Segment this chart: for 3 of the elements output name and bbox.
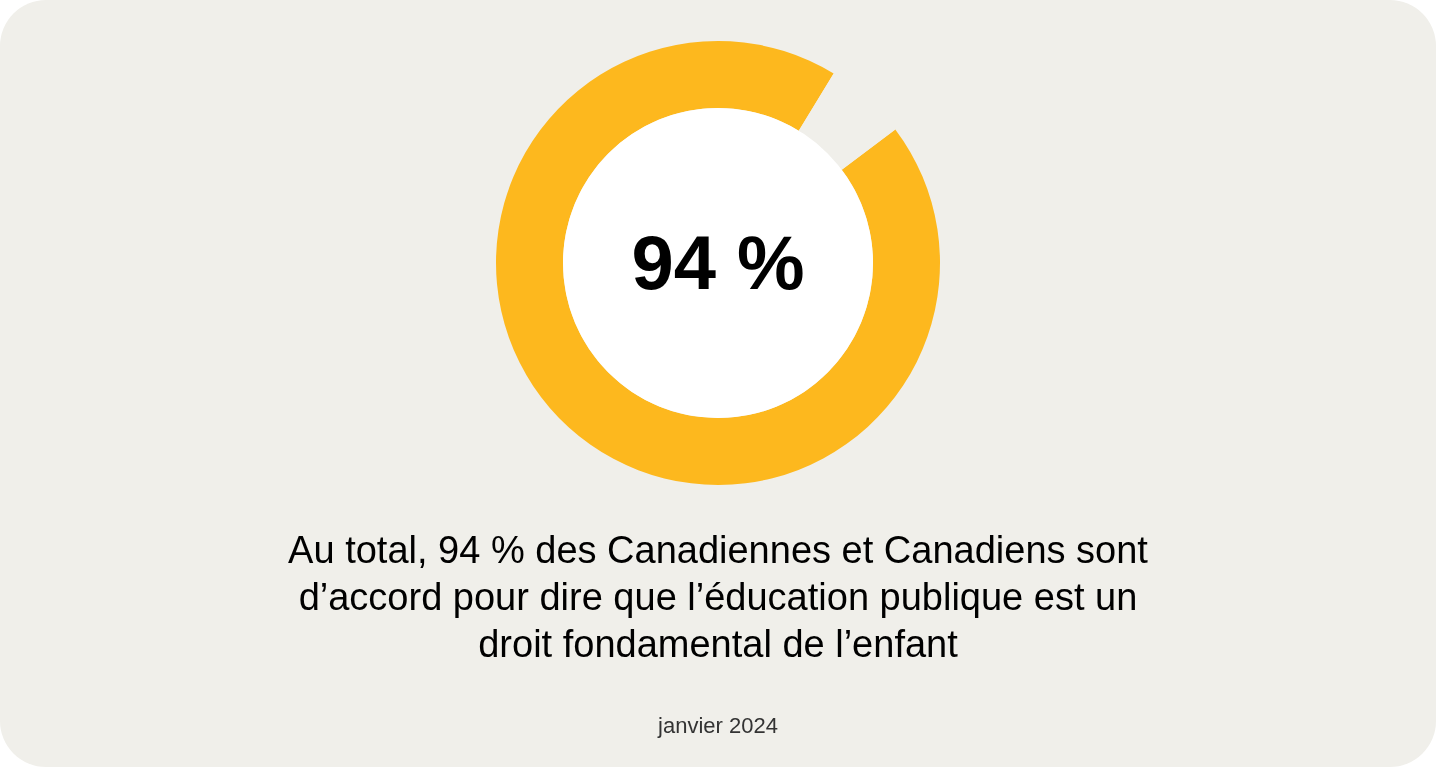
text: janvier 2024 bbox=[657, 713, 778, 738]
text: Au total, 94 % des Canadiennes et Canadiens sont d’accord pour dire que l’éducation publique est un droit fondamental de l’enfant bbox=[288, 529, 1149, 665]
data-label: 94 % bbox=[631, 220, 805, 305]
